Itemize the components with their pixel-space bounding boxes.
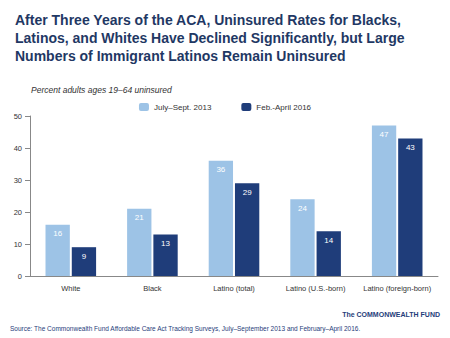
svg-text:50: 50 bbox=[14, 112, 22, 121]
svg-text:21: 21 bbox=[135, 213, 144, 222]
svg-text:Percent adults ages 19–64 unin: Percent adults ages 19–64 uninsured bbox=[31, 85, 172, 95]
svg-text:10: 10 bbox=[14, 240, 22, 249]
svg-text:24: 24 bbox=[298, 204, 307, 213]
svg-text:After Three Years of the ACA,: After Three Years of the ACA, Uninsured … bbox=[15, 12, 405, 28]
svg-text:47: 47 bbox=[380, 130, 389, 139]
svg-text:White: White bbox=[61, 284, 80, 293]
svg-text:29: 29 bbox=[243, 188, 252, 197]
svg-text:40: 40 bbox=[14, 144, 22, 153]
svg-text:43: 43 bbox=[406, 143, 415, 152]
svg-text:Latino (U.S.-born): Latino (U.S.-born) bbox=[286, 284, 346, 293]
svg-text:9: 9 bbox=[82, 252, 87, 261]
svg-text:Latinos, and Whites Have Decli: Latinos, and Whites Have Declined Signif… bbox=[15, 30, 408, 46]
svg-text:The COMMONWEALTH FUND: The COMMONWEALTH FUND bbox=[342, 311, 440, 318]
svg-text:0: 0 bbox=[18, 272, 22, 281]
svg-text:20: 20 bbox=[14, 208, 22, 217]
svg-text:Latino (foreign-born): Latino (foreign-born) bbox=[363, 284, 431, 293]
svg-text:30: 30 bbox=[14, 176, 22, 185]
svg-text:July–Sept. 2013: July–Sept. 2013 bbox=[154, 103, 212, 112]
svg-text:16: 16 bbox=[53, 229, 62, 238]
svg-text:Feb.-April 2016: Feb.-April 2016 bbox=[256, 103, 311, 112]
svg-text:14: 14 bbox=[324, 236, 333, 245]
svg-text:Black: Black bbox=[143, 284, 162, 293]
svg-text:Numbers of Immigrant Latinos R: Numbers of Immigrant Latinos Remain Unin… bbox=[15, 48, 346, 64]
svg-text:13: 13 bbox=[161, 239, 170, 248]
svg-text:Latino (total): Latino (total) bbox=[213, 284, 255, 293]
svg-text:Source: The Commonwealth Fund: Source: The Commonwealth Fund Affordable… bbox=[10, 325, 360, 333]
svg-text:36: 36 bbox=[216, 165, 225, 174]
